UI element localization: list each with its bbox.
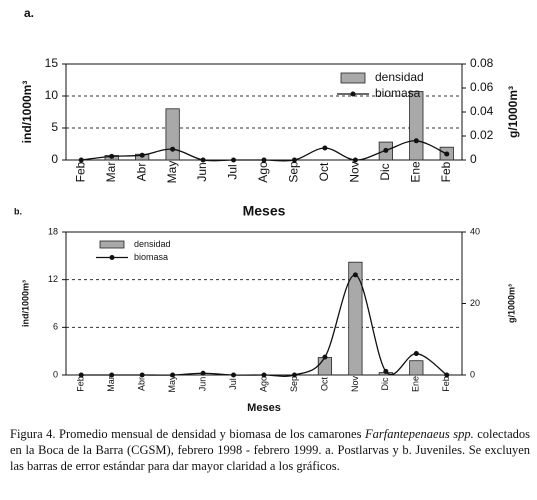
y-axis-label: ind/1000m³: [20, 81, 34, 144]
biomass-point: [291, 157, 297, 163]
y-tick-label: 0: [53, 369, 58, 379]
panel-label: b.: [14, 206, 22, 216]
y2-tick-label: 0.08: [470, 56, 494, 70]
x-tick-label: Nov: [350, 376, 360, 393]
biomass-point: [78, 157, 84, 163]
x-tick-label: Oct: [319, 377, 329, 392]
x-tick-label: Jul: [226, 164, 240, 179]
x-tick-label: Jun: [197, 377, 207, 392]
biomass-point: [444, 151, 450, 157]
density-bar: [409, 360, 424, 376]
y-tick-label: 5: [51, 120, 58, 134]
x-tick-label: Dic: [378, 163, 392, 180]
biomass-point: [200, 157, 206, 163]
caption-text: Figura 4. Promedio mensual de densidad y…: [10, 427, 365, 441]
x-axis-label: Meses: [247, 402, 281, 414]
legend-label: densidad: [134, 239, 171, 249]
biomass-point: [78, 372, 84, 378]
x-tick-label: Oct: [317, 162, 331, 181]
biomass-point: [322, 354, 328, 360]
biomass-point: [413, 351, 419, 357]
x-tick-label: Jul: [228, 378, 238, 390]
x-tick-label: Abr: [134, 163, 148, 182]
x-tick-label: Feb: [76, 376, 86, 392]
x-tick-label: Ago: [256, 161, 270, 183]
charts: a. 0 5 10 15 0 0.02 0.04 0.06 0.08 ind/1000m³ g/100…: [14, 6, 520, 414]
x-tick-label: Feb: [73, 161, 87, 182]
biomass-point: [170, 146, 176, 152]
biomass-point: [231, 372, 237, 378]
x-tick-label: Feb: [439, 161, 453, 182]
x-tick-label: Abr: [137, 377, 147, 391]
x-tick-label: May: [165, 161, 179, 184]
biomass-point: [352, 157, 358, 163]
y2-tick-label: 0.04: [470, 104, 494, 118]
x-tick-label: Mar: [104, 162, 118, 183]
y2-tick-label: 40: [470, 226, 480, 236]
y2-axis-label: g/1000m³: [506, 86, 520, 138]
biomass-point: [200, 370, 206, 376]
x-tick-label: May: [167, 375, 177, 393]
x-axis-label: Meses: [243, 203, 286, 219]
x-tick-label: Ene: [408, 161, 422, 183]
legend-label: biomasa: [134, 252, 168, 262]
biomass-point: [170, 372, 176, 378]
biomass-point: [109, 153, 115, 159]
x-tick-label: Nov: [348, 161, 362, 182]
biomass-point: [291, 372, 297, 378]
biomass-point: [383, 147, 389, 153]
legend-label: biomasa: [375, 86, 421, 100]
biomass-line: [81, 274, 448, 377]
y-axis-label: ind/1000m³: [20, 280, 30, 327]
y-tick-label: 18: [48, 226, 58, 236]
biomass-point: [109, 372, 115, 378]
x-tick-label: Jun: [195, 162, 209, 181]
caption-species: Farfantepenaeus spp.: [364, 427, 474, 441]
caption-text: colectados en la Boca de la Barra (CGSM)…: [10, 427, 530, 473]
legend-label: densidad: [375, 70, 424, 84]
density-bar: [409, 91, 424, 161]
biomass-point: [231, 157, 237, 163]
x-tick-label: Dic: [380, 377, 390, 390]
y-tick-label: 12: [48, 274, 58, 284]
x-tick-label: Mar: [106, 376, 116, 392]
y2-tick-label: 20: [470, 298, 480, 308]
x-tick-label: Feb: [441, 376, 451, 392]
legend-swatch: [99, 240, 125, 249]
y2-tick-label: 0: [470, 152, 477, 166]
biomass-point: [352, 272, 358, 278]
density-bar: [165, 108, 180, 161]
y2-tick-label: 0: [470, 369, 475, 379]
legend-marker: [350, 91, 356, 97]
legend-swatch: [340, 72, 366, 84]
y-tick-label: 0: [51, 152, 58, 166]
biomass-point: [261, 157, 267, 163]
caption: Figura 4. Promedio mensual de densidad y…: [10, 426, 530, 474]
biomass-point: [444, 372, 450, 378]
biomass-point: [413, 138, 419, 144]
biomass-point: [322, 145, 328, 151]
y-tick-label: 10: [45, 88, 59, 102]
biomass-point: [139, 152, 145, 158]
legend-marker: [109, 255, 115, 260]
density-bar: [317, 357, 333, 376]
plot-frame: [65, 231, 463, 376]
x-tick-label: Sep: [287, 161, 301, 183]
x-tick-label: Ene: [411, 376, 421, 392]
panel-label: a.: [24, 6, 34, 20]
y-tick-label: 15: [45, 56, 59, 70]
biomass-point: [383, 368, 389, 374]
x-tick-label: Sep: [289, 376, 299, 392]
x-tick-label: Ago: [258, 376, 268, 392]
biomass-point: [139, 372, 145, 378]
biomass-point: [261, 372, 267, 378]
density-bar: [348, 261, 363, 376]
y2-axis-label: g/1000m³: [506, 284, 516, 323]
y2-tick-label: 0.06: [470, 80, 494, 94]
y2-tick-label: 0.02: [470, 128, 494, 142]
y-tick-label: 6: [53, 322, 58, 332]
